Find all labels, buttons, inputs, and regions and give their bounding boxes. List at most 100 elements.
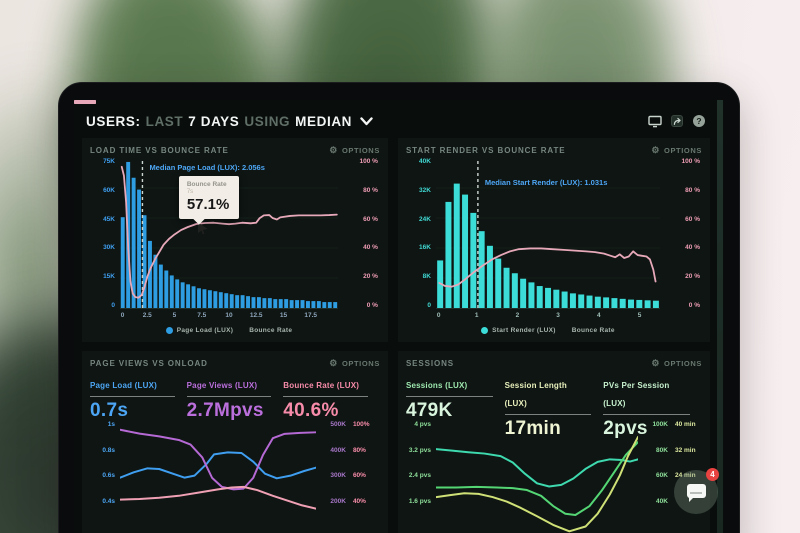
legend-item: Start Render (LUX) [481,326,556,334]
metric-value: 2.7Mpvs [186,400,264,421]
metric-pvs-per-session: PVs Per Session (LUX) 2pvs [603,375,702,440]
y-axis-right: 100 % 80 % 60 % 40 % 20 % 0 % [660,158,702,309]
median-annotation: Median Page Load (LUX): 2.056s [149,162,265,172]
y-right-tick-row: 100K 40 min [652,421,696,429]
options-button[interactable]: ⚙ OPTIONS [329,146,380,156]
chevron-down-icon[interactable] [360,116,373,126]
x-tick-label: 0 [120,312,125,319]
y-tick-label: 60K [103,186,115,194]
y-tick-label: 32K [419,186,431,194]
chat-widget-button[interactable]: 4 [674,468,719,514]
metric-row: Sessions (LUX) 479K Session Length (LUX)… [405,371,702,439]
legend-item: Bounce Rate [74,100,615,334]
chart-legend: Start Render (LUX) Bounce Rate [74,100,660,338]
title-last: LAST [145,113,184,129]
y-tick-label: 4 pvs [414,421,431,429]
share-icon[interactable] [670,115,684,128]
y-tick-label: 80 % [685,186,700,194]
help-icon[interactable]: ? [692,115,706,128]
y-tick-label: 30K [103,244,115,252]
y-axis-left: 4 pvs 3.2 pvs 2.4 pvs 1.6 pvs [406,419,436,533]
notification-badge: 4 [706,468,719,481]
page-views-chart-plot[interactable] [120,419,316,533]
metric-label: Page Views (LUX) [186,381,258,390]
metric-page-load: Page Load (LUX) 0.7s [90,375,187,422]
y-tick-label: 15K [103,273,115,281]
y-tick-label: 0 [427,301,431,309]
median-annotation: Median Start Render (LUX): 1.031s [484,177,608,187]
panel-title: PAGE VIEWS VS ONLOAD [90,359,208,368]
chart-legend: Page Load (LUX) Bounce Rate [74,100,338,338]
tooltip-value: 57.1% [186,196,230,213]
page-title: USERS: LAST 7 DAYS USING MEDIAN [86,114,373,129]
y-right-tick-row: 300K 60% [330,472,366,480]
y-right-tick-row: 40K [656,497,668,505]
legend-item: Bounce Rate [74,100,292,334]
x-tick-label: 1 [474,312,479,319]
x-tick-label: 5 [637,312,642,319]
y-tick-label: 100 % [681,158,700,165]
topbar-actions: ? [648,115,706,128]
y-tick-label: 40 % [685,244,700,252]
panel-grid: LOAD TIME VS BOUNCE RATE ⚙ OPTIONS 75K 60… [74,100,710,533]
mouse-cursor-icon [198,223,208,234]
tooltip-title: Bounce Rate [186,181,227,188]
metric-value: 0.7s [90,400,129,421]
y-axis-left: 75K 60K 45K 30K 15K 0 [90,158,120,309]
title-days: 7 DAYS [188,113,240,129]
options-button[interactable]: ⚙ OPTIONS [651,146,702,156]
y-tick-label: 80 % [363,186,378,194]
x-tick-label: 3 [556,312,560,319]
y-tick-label: 0.8s [102,446,115,454]
y-right-tick-row: 500K 100% [330,421,370,429]
y-tick-label: 0.6s [102,472,115,480]
title-median: MEDIAN [295,113,353,129]
x-tick-label: 4 [597,312,601,319]
x-tick-label: 12.5 [249,312,263,319]
metric-label: Session Length (LUX) [504,381,567,408]
y-tick-label: 60 % [685,215,700,223]
metric-label: Page Load (LUX) [90,381,158,390]
panel-start-render: START RENDER VS BOUNCE RATE ⚙ OPTIONS 40… [74,100,710,342]
y-axis-right: 100K 40 min 80K 32 min 60K 24 min 40K [638,419,702,533]
y-tick-label: 24K [419,215,431,223]
options-button[interactable]: ⚙ OPTIONS [329,359,380,369]
x-axis: 0 1 2 3 4 5 [436,309,660,322]
y-tick-label: 75K [103,158,115,165]
options-label: OPTIONS [341,359,380,368]
load-time-chart-plot[interactable]: Median Page Load (LUX): 2.056s Bounce Ra… [120,158,338,309]
metric-label: PVs Per Session (LUX) [603,381,670,408]
gear-icon: ⚙ [651,358,661,368]
y-tick-label: 0 % [366,301,378,309]
chat-bubble-icon [687,484,706,502]
title-using: USING [244,113,291,129]
y-tick-label: 1.6 pvs [408,497,431,505]
metric-value: 2pvs [603,418,648,439]
y-tick-label: 0 [111,301,115,309]
y-tick-label: 8K [422,273,431,281]
dashboard-screen: USERS: LAST 7 DAYS USING MEDIAN [74,100,724,533]
metric-label: Bounce Rate (LUX) [283,381,360,390]
monitor-icon[interactable] [648,115,662,128]
metric-label: Sessions (LUX) [405,381,468,390]
options-label: OPTIONS [664,359,702,368]
y-tick-label: 16K [419,244,431,252]
metric-page-views: Page Views (LUX) 2.7Mpvs [186,375,284,422]
y-tick-label: 2.4 pvs [408,472,431,480]
y-axis-left: 40K 32K 24K 16K 8K 0 [406,158,436,309]
y-tick-label: 20 % [363,273,378,281]
sessions-chart-plot[interactable] [436,419,638,533]
start-render-chart-plot[interactable]: Median Start Render (LUX): 1.031s [435,158,660,309]
options-button[interactable]: ⚙ OPTIONS [651,358,702,369]
x-axis: 0 2.5 5 7.5 10 12.5 15 17.5 [120,309,338,322]
panel-title: LOAD TIME VS BOUNCE RATE [90,146,229,155]
panel-page-views: PAGE VIEWS VS ONLOAD ⚙ OPTIONS Page Load… [82,351,388,533]
y-axis-left: 1s 0.8s 0.6s 0.4s [90,419,120,533]
tooltip-x-value: 7s [186,189,194,195]
y-right-tick-row: 60K 24 min [656,472,696,480]
y-tick-label: 1s [107,421,115,429]
x-tick-label: 2 [515,312,520,319]
y-axis-right: 100 % 80 % 60 % 40 % 20 % 0 % [338,158,380,309]
metric-row: Page Load (LUX) 0.7s Page Views (LUX) 2.… [90,371,380,422]
